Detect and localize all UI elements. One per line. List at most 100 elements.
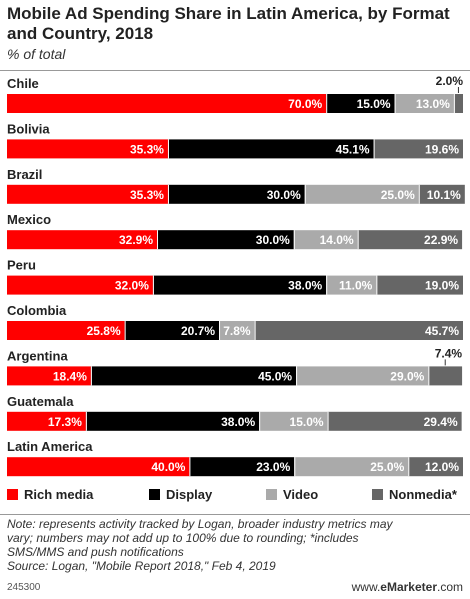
- bar-rich-media-colombia: [7, 321, 125, 340]
- category-label: Guatemala: [7, 394, 74, 409]
- chart-title: Mobile Ad Spending Share in Latin Americ…: [7, 4, 450, 43]
- category-label: Mexico: [7, 212, 51, 227]
- bar-display-latin-america: [189, 457, 295, 477]
- data-label: 25.0%: [370, 460, 404, 474]
- source-line: Source: Logan, "Mobile Report 2018," Feb…: [7, 559, 276, 573]
- category-label: Peru: [7, 258, 36, 273]
- bar-rich-media-argentina: [7, 366, 91, 386]
- bar-video-colombia: [219, 321, 255, 340]
- bar-nonmedia-mexico: [357, 230, 463, 250]
- segment-separator: [304, 184, 306, 204]
- segment-separator: [85, 411, 87, 431]
- segment-separator: [453, 94, 455, 113]
- bar-display-mexico: [157, 230, 294, 250]
- legend-swatch-display: [149, 489, 160, 500]
- data-label: 70.0%: [288, 97, 322, 111]
- segment-separator: [408, 457, 410, 477]
- legend-label-rich-media: Rich media: [24, 487, 94, 502]
- brand-link[interactable]: www.eMarketer.com: [352, 580, 463, 594]
- bar-display-guatemala: [85, 411, 260, 431]
- data-label: 7.4%: [435, 346, 463, 360]
- data-label: 11.0%: [339, 279, 373, 293]
- data-label: 38.0%: [221, 415, 255, 429]
- segment-separator: [357, 230, 359, 250]
- segment-separator: [373, 139, 375, 159]
- segment-separator: [167, 184, 169, 204]
- stacked-bar-chart: Chile 70.0% 15.0% 13.0% 2.0% Bolivia 35.3% 45.1…: [7, 74, 465, 477]
- bar-video-guatemala: [259, 411, 328, 431]
- chart-id: 245300: [7, 582, 41, 593]
- bar-display-brazil: [167, 184, 305, 204]
- data-label: 19.6%: [425, 142, 459, 156]
- bar-rich-media-chile: [7, 94, 327, 113]
- chart-notes: Note: represents activity tracked by Log…: [7, 517, 465, 573]
- bar-video-argentina: [296, 366, 429, 386]
- data-label: 22.9%: [424, 233, 458, 247]
- segment-separator: [219, 321, 221, 340]
- note-line: Note: represents activity tracked by Log…: [7, 517, 393, 531]
- data-label: 13.0%: [416, 97, 450, 111]
- segment-separator: [254, 321, 256, 340]
- legend-label-video: Video: [283, 487, 319, 502]
- data-label: 32.0%: [115, 279, 149, 293]
- legend-item-display: Display: [149, 487, 212, 502]
- bar-nonmedia-guatemala: [327, 411, 462, 431]
- bottom-divider: [0, 514, 470, 515]
- segment-separator: [293, 230, 295, 250]
- chart-subtitle: % of total: [7, 46, 66, 62]
- bar-nonmedia-bolivia: [373, 139, 463, 159]
- bar-video-chile: [394, 94, 454, 113]
- segment-separator: [152, 275, 154, 295]
- category-label: Latin America: [7, 439, 93, 454]
- bar-rich-media-peru: [7, 275, 153, 295]
- category-label: Argentina: [7, 348, 68, 363]
- category-label: Colombia: [7, 303, 67, 318]
- data-label: 29.4%: [424, 415, 458, 429]
- data-label: 18.4%: [53, 369, 87, 383]
- legend-swatch-nonmedia: [372, 489, 383, 500]
- bar-rich-media-bolivia: [7, 139, 168, 159]
- data-label: 25.0%: [381, 188, 415, 202]
- data-label: 38.0%: [288, 279, 322, 293]
- bar-nonmedia-latin-america: [408, 457, 463, 477]
- data-label: 35.3%: [130, 142, 164, 156]
- top-divider: [0, 70, 470, 71]
- data-label: 30.0%: [256, 233, 290, 247]
- bar-video-mexico: [293, 230, 358, 250]
- data-label: 15.0%: [357, 97, 391, 111]
- legend-item-nonmedia: Nonmedia*: [372, 487, 457, 502]
- bar-video-peru: [326, 275, 377, 295]
- legend-swatch-video: [266, 489, 277, 500]
- bar-video-brazil: [304, 184, 419, 204]
- category-label: Chile: [7, 76, 39, 91]
- brand-name: eMarketer: [380, 580, 437, 594]
- brand-prefix: www.: [351, 580, 381, 594]
- data-label: 40.0%: [151, 460, 185, 474]
- data-label: 17.3%: [48, 415, 82, 429]
- chart-legend: Rich media Display Video Nonmedia*: [0, 487, 470, 507]
- category-label: Brazil: [7, 167, 42, 182]
- category-label: Bolivia: [7, 121, 50, 136]
- data-label: 20.7%: [181, 324, 215, 338]
- data-label: 2.0%: [436, 74, 464, 88]
- bar-nonmedia-peru: [376, 275, 463, 295]
- data-label: 15.0%: [290, 415, 324, 429]
- bar-rich-media-latin-america: [7, 457, 190, 477]
- data-label: 12.0%: [425, 460, 459, 474]
- bar-video-latin-america: [294, 457, 409, 477]
- segment-separator: [189, 457, 191, 477]
- bar-rich-media-mexico: [7, 230, 158, 250]
- data-label: 29.0%: [390, 369, 424, 383]
- segment-separator: [394, 94, 396, 113]
- legend-label-display: Display: [166, 487, 213, 502]
- bar-rich-media-brazil: [7, 184, 168, 204]
- data-label: 32.9%: [119, 233, 153, 247]
- data-label: 45.7%: [425, 324, 459, 338]
- segment-separator: [376, 275, 378, 295]
- legend-label-nonmedia: Nonmedia*: [389, 487, 457, 502]
- data-label: 30.0%: [267, 188, 301, 202]
- legend-item-video: Video: [266, 487, 318, 502]
- legend-item-rich-media: Rich media: [7, 487, 93, 502]
- bar-nonmedia-brazil: [418, 184, 465, 204]
- data-label: 25.8%: [87, 324, 121, 338]
